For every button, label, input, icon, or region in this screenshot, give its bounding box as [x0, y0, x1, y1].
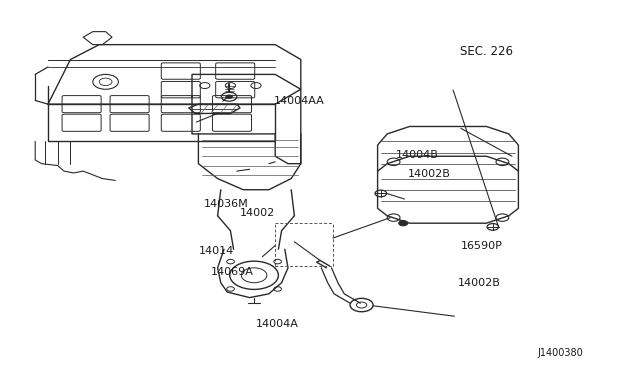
Text: 14002B: 14002B	[458, 278, 500, 288]
Text: 14002B: 14002B	[408, 169, 451, 179]
Text: 14004A: 14004A	[256, 319, 299, 328]
Text: 14069A: 14069A	[211, 267, 254, 276]
Text: 16590P: 16590P	[461, 241, 502, 250]
Text: 14004AA: 14004AA	[274, 96, 324, 106]
Circle shape	[399, 221, 408, 226]
Text: 14036M: 14036M	[204, 199, 248, 209]
Text: SEC. 226: SEC. 226	[460, 45, 513, 58]
Text: 14004B: 14004B	[396, 151, 438, 160]
Text: 14002: 14002	[240, 208, 275, 218]
Text: 14014: 14014	[198, 246, 234, 256]
Circle shape	[225, 94, 233, 99]
Text: J1400380: J1400380	[538, 349, 583, 358]
